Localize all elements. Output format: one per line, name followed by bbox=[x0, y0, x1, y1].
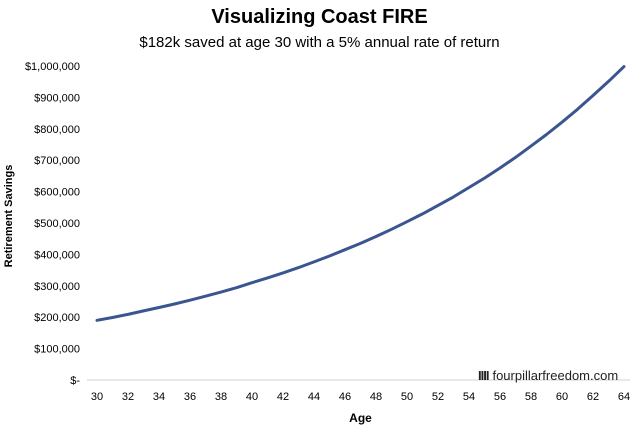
x-tick-label: 36 bbox=[184, 391, 196, 403]
x-tick-label: 54 bbox=[463, 391, 475, 403]
logo-bars-icon: IIII bbox=[478, 368, 489, 383]
y-tick-label: $300,000 bbox=[34, 281, 80, 293]
x-tick-label: 42 bbox=[277, 391, 289, 403]
x-tick-label: 38 bbox=[215, 391, 227, 403]
y-tick-label: $600,000 bbox=[34, 187, 80, 199]
watermark: IIII fourpillarfreedom.com bbox=[478, 368, 618, 383]
x-tick-label: 52 bbox=[432, 391, 444, 403]
y-tick-label: $1,000,000 bbox=[25, 61, 80, 73]
x-tick-label: 46 bbox=[339, 391, 351, 403]
series-line bbox=[95, 65, 626, 322]
x-tick-label: 64 bbox=[618, 391, 630, 403]
y-tick-label: $- bbox=[70, 375, 80, 387]
x-tick-label: 32 bbox=[122, 391, 134, 403]
x-tick-label: 50 bbox=[401, 391, 413, 403]
y-tick-label: $100,000 bbox=[34, 344, 80, 356]
x-tick-label: 48 bbox=[370, 391, 382, 403]
y-tick-label: $200,000 bbox=[34, 312, 80, 324]
y-tick-label: $900,000 bbox=[34, 92, 80, 104]
x-tick-label: 30 bbox=[91, 391, 103, 403]
y-tick-label: $400,000 bbox=[34, 249, 80, 261]
x-tick-label: 40 bbox=[246, 391, 258, 403]
watermark-text: fourpillarfreedom.com bbox=[492, 368, 619, 383]
chart-title: Visualizing Coast FIRE bbox=[211, 6, 428, 28]
chart-subtitle: $182k saved at age 30 with a 5% annual r… bbox=[139, 34, 500, 51]
x-tick-label: 34 bbox=[153, 391, 165, 403]
x-axis-label: Age bbox=[349, 411, 372, 425]
x-tick-label: 44 bbox=[308, 391, 320, 403]
y-tick-label: $500,000 bbox=[34, 218, 80, 230]
x-tick-labels: 30 32 34 36 38 40 42 44 46 48 50 52 54 56 58 60 62 64 bbox=[91, 391, 630, 403]
x-tick-label: 60 bbox=[556, 391, 568, 403]
x-tick-label: 56 bbox=[494, 391, 506, 403]
y-tick-label: $700,000 bbox=[34, 155, 80, 167]
y-tick-label: $800,000 bbox=[34, 124, 80, 136]
y-tick-labels: $- $100,000 $200,000 $300,000 $400,000 $500,0… bbox=[25, 61, 80, 387]
x-tick-label: 62 bbox=[587, 391, 599, 403]
x-tick-label: 58 bbox=[525, 391, 537, 403]
